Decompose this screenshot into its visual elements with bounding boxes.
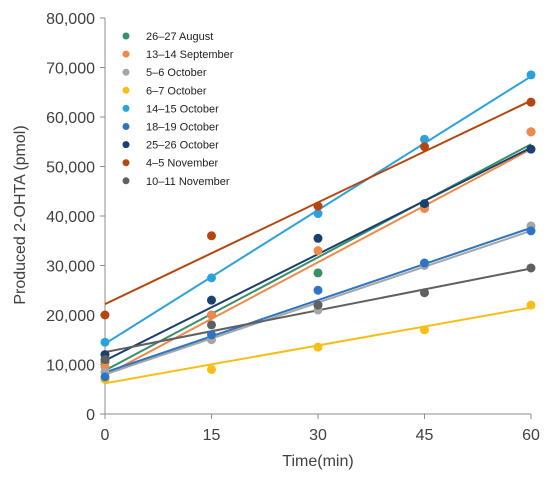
legend-label-series-2: 5–6 October: [146, 67, 207, 79]
data-point-series-5: [100, 372, 110, 382]
data-points: [100, 70, 536, 384]
data-point-series-5: [526, 226, 536, 236]
axes: 0 10,000 20,000 30,000 40,000 50,000 60,000 70,…: [46, 11, 540, 444]
data-point-series-7: [100, 310, 110, 320]
legend-label-series-7: 4–5 November: [146, 158, 218, 170]
y-tick-label: 30,000: [46, 259, 95, 276]
data-point-series-5: [313, 285, 323, 295]
y-axis-title: Produced 2-OHTA (pmol): [12, 125, 29, 304]
data-point-series-4: [207, 273, 216, 283]
legend-marker-series-5: [122, 123, 130, 130]
data-point-series-5: [420, 258, 429, 268]
legend-label-series-4: 14–15 October: [146, 103, 219, 115]
legend-label-series-8: 10–11 November: [146, 176, 230, 188]
x-tick-label: 0: [101, 427, 110, 444]
data-point-series-1: [207, 310, 216, 320]
data-point-series-1: [526, 127, 536, 137]
data-point-series-3: [420, 325, 429, 335]
data-point-series-6: [420, 199, 429, 209]
data-point-series-7: [420, 142, 429, 152]
trendline-series-5: [104, 226, 532, 374]
x-tick-label: 30: [309, 427, 327, 444]
data-point-series-3: [526, 300, 536, 310]
data-point-series-5: [207, 330, 216, 340]
y-tick-label: 50,000: [46, 160, 95, 177]
data-point-series-6: [526, 144, 536, 154]
data-point-series-4: [420, 134, 429, 144]
legend-label-series-1: 13–14 September: [146, 49, 234, 61]
data-point-series-4: [526, 70, 536, 80]
data-point-series-4: [313, 209, 323, 219]
x-axis-title: Time(min): [282, 453, 353, 470]
data-point-series-6: [207, 295, 216, 305]
data-point-series-3: [313, 342, 323, 352]
y-tick-label: 80,000: [46, 11, 95, 28]
data-point-series-8: [313, 300, 323, 310]
legend-marker-series-2: [122, 68, 130, 76]
x-tick-label: 45: [416, 427, 434, 444]
data-point-series-8: [420, 288, 429, 298]
legend-marker-series-1: [122, 50, 130, 58]
y-tick-label: 0: [86, 407, 95, 424]
data-point-series-7: [207, 231, 216, 241]
legend-marker-series-8: [122, 177, 130, 185]
data-point-series-6: [313, 233, 323, 243]
legend-marker-series-7: [122, 159, 130, 167]
data-point-series-1: [313, 246, 323, 256]
legend: 26–27 August 13–14 September 5–6 October 6–…: [122, 31, 234, 188]
y-tick-label: 70,000: [46, 61, 95, 78]
y-tick-label: 40,000: [46, 209, 95, 226]
legend-label-series-6: 25–26 October: [146, 140, 219, 152]
data-point-series-7: [526, 97, 536, 107]
legend-label-series-3: 6–7 October: [146, 85, 207, 97]
data-point-series-8: [526, 263, 536, 273]
legend-marker-series-3: [122, 86, 130, 94]
y-tick-label: 60,000: [46, 110, 95, 127]
x-tick-label: 15: [203, 427, 221, 444]
legend-label-series-5: 18–19 October: [146, 122, 219, 134]
data-point-series-8: [207, 320, 216, 330]
y-tick-label: 10,000: [46, 358, 95, 375]
trendline-series-0: [104, 143, 532, 372]
legend-marker-series-6: [122, 141, 130, 149]
data-point-series-4: [100, 337, 110, 347]
data-point-series-0: [313, 268, 323, 278]
data-point-series-7: [313, 201, 323, 211]
data-point-series-8: [100, 355, 110, 365]
y-tick-label: 20,000: [46, 308, 95, 325]
x-tick-label: 60: [522, 427, 540, 444]
legend-label-series-0: 26–27 August: [146, 31, 213, 43]
data-point-series-3: [207, 364, 216, 374]
legend-marker-series-0: [122, 32, 130, 40]
legend-marker-series-4: [122, 104, 130, 112]
